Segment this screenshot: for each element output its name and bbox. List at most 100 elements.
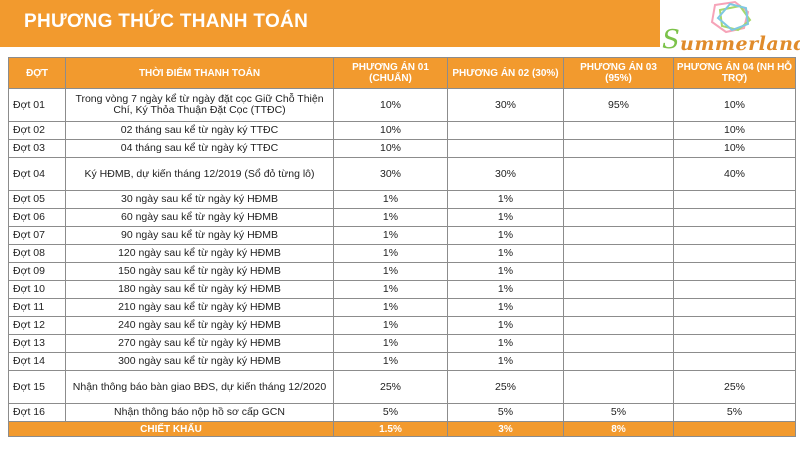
plan-04-cell: 10%: [673, 88, 796, 122]
discount-plan-02: 3%: [447, 421, 564, 437]
plan-04-cell: [673, 298, 796, 317]
svg-text:S: S: [662, 25, 680, 55]
discount-plan-01: 1.5%: [333, 421, 448, 437]
timing-cell: Nhận thông báo nộp hồ sơ cấp GCN: [65, 403, 334, 422]
plan-01-cell: 30%: [333, 157, 448, 191]
logo-text: ummerland: [680, 33, 800, 55]
timing-cell: Ký HĐMB, dự kiến tháng 12/2019 (Sổ đỏ từ…: [65, 157, 334, 191]
timing-cell: 210 ngày sau kể từ ngày ký HĐMB: [65, 298, 334, 317]
installment-cell: Đợt 13: [8, 334, 66, 353]
timing-cell: Trong vòng 7 ngày kể từ ngày đặt cọc Giữ…: [65, 88, 334, 122]
page-title: PHƯƠNG THỨC THANH TOÁN: [24, 11, 309, 32]
plan-02-cell: 1%: [447, 244, 564, 263]
plan-03-cell: [563, 157, 674, 191]
col-header-plan-02: PHƯƠNG ÁN 02 (30%): [447, 57, 564, 89]
plan-03-cell: [563, 334, 674, 353]
plan-03-cell: [563, 121, 674, 140]
installment-cell: Đợt 11: [8, 298, 66, 317]
timing-cell: 180 ngày sau kể từ ngày ký HĐMB: [65, 280, 334, 299]
table-row: Đợt 11 210 ngày sau kể từ ngày ký HĐMB 1% 1…: [8, 298, 796, 317]
plan-01-cell: 1%: [333, 334, 448, 353]
plan-04-cell: 25%: [673, 370, 796, 404]
plan-04-cell: 10%: [673, 139, 796, 158]
plan-01-cell: 10%: [333, 88, 448, 122]
plan-01-cell: 1%: [333, 208, 448, 227]
table-header-row: ĐỢT THỜI ĐIỂM THANH TOÁN PHƯƠNG ÁN 01 (C…: [8, 57, 796, 89]
plan-04-cell: [673, 208, 796, 227]
timing-cell: 04 tháng sau kể từ ngày ký TTĐC: [65, 139, 334, 158]
table-row: Đợt 08 120 ngày sau kể từ ngày ký HĐMB 1% 1…: [8, 244, 796, 263]
plan-01-cell: 1%: [333, 316, 448, 335]
table-row: Đợt 14 300 ngày sau kể từ ngày ký HĐMB 1% 1…: [8, 352, 796, 371]
plan-04-cell: [673, 190, 796, 209]
plan-01-cell: 1%: [333, 226, 448, 245]
timing-cell: 300 ngày sau kể từ ngày ký HĐMB: [65, 352, 334, 371]
plan-03-cell: [563, 352, 674, 371]
plan-01-cell: 1%: [333, 352, 448, 371]
plan-03-cell: [563, 226, 674, 245]
installment-cell: Đợt 05: [8, 190, 66, 209]
logo-mark-icon: S: [662, 0, 752, 55]
installment-cell: Đợt 02: [8, 121, 66, 140]
installment-cell: Đợt 06: [8, 208, 66, 227]
plan-04-cell: [673, 334, 796, 353]
plan-04-cell: 10%: [673, 121, 796, 140]
plan-03-cell: 5%: [563, 403, 674, 422]
timing-cell: 270 ngày sau kể từ ngày ký HĐMB: [65, 334, 334, 353]
discount-plan-04: [673, 421, 796, 437]
timing-cell: 240 ngày sau kể từ ngày ký HĐMB: [65, 316, 334, 335]
plan-04-cell: [673, 352, 796, 371]
plan-02-cell: 5%: [447, 403, 564, 422]
col-header-plan-03: PHƯƠNG ÁN 03 (95%): [563, 57, 674, 89]
plan-02-cell: 30%: [447, 88, 564, 122]
plan-02-cell: [447, 121, 564, 140]
title-bar: PHƯƠNG THỨC THANH TOÁN: [0, 0, 660, 47]
plan-02-cell: 1%: [447, 298, 564, 317]
table-row: Đợt 15 Nhận thông báo bàn giao BĐS, dự ki…: [8, 370, 796, 404]
installment-cell: Đợt 08: [8, 244, 66, 263]
installment-cell: Đợt 09: [8, 262, 66, 281]
plan-01-cell: 10%: [333, 139, 448, 158]
plan-03-cell: [563, 208, 674, 227]
plan-04-cell: [673, 316, 796, 335]
table-row: Đợt 10 180 ngày sau kể từ ngày ký HĐMB 1% 1…: [8, 280, 796, 299]
plan-01-cell: 1%: [333, 262, 448, 281]
plan-04-cell: [673, 280, 796, 299]
plan-03-cell: [563, 190, 674, 209]
plan-03-cell: [563, 262, 674, 281]
installment-cell: Đợt 14: [8, 352, 66, 371]
plan-03-cell: [563, 139, 674, 158]
discount-row: CHIẾT KHẤU 1.5% 3% 8%: [8, 421, 796, 437]
col-header-time: THỜI ĐIỂM THANH TOÁN: [65, 57, 334, 89]
summerland-logo: S ummerland: [660, 0, 800, 60]
col-header-plan-04: PHƯƠNG ÁN 04 (NH HỖ TRỢ): [673, 57, 796, 89]
plan-02-cell: 1%: [447, 208, 564, 227]
plan-03-cell: [563, 244, 674, 263]
plan-02-cell: 1%: [447, 352, 564, 371]
plan-03-cell: [563, 316, 674, 335]
discount-plan-03: 8%: [563, 421, 674, 437]
discount-label: CHIẾT KHẤU: [8, 421, 334, 437]
installment-cell: Đợt 01: [8, 88, 66, 122]
installment-cell: Đợt 16: [8, 403, 66, 422]
plan-04-cell: [673, 226, 796, 245]
table-row: Đợt 04 Ký HĐMB, dự kiến tháng 12/2019 (Sổ…: [8, 157, 796, 191]
table-row: Đợt 03 04 tháng sau kể từ ngày ký TTĐC 10%…: [8, 139, 796, 158]
col-header-plan-01: PHƯƠNG ÁN 01 (CHUẨN): [333, 57, 448, 89]
timing-cell: 150 ngày sau kể từ ngày ký HĐMB: [65, 262, 334, 281]
plan-01-cell: 1%: [333, 244, 448, 263]
installment-cell: Đợt 04: [8, 157, 66, 191]
table-row: Đợt 01 Trong vòng 7 ngày kể từ ngày đặt c…: [8, 88, 796, 122]
table-row: Đợt 12 240 ngày sau kể từ ngày ký HĐMB 1% 1…: [8, 316, 796, 335]
timing-cell: 60 ngày sau kể từ ngày ký HĐMB: [65, 208, 334, 227]
plan-04-cell: 5%: [673, 403, 796, 422]
plan-02-cell: 25%: [447, 370, 564, 404]
installment-cell: Đợt 07: [8, 226, 66, 245]
timing-cell: 120 ngày sau kể từ ngày ký HĐMB: [65, 244, 334, 263]
plan-03-cell: [563, 280, 674, 299]
plan-03-cell: [563, 298, 674, 317]
table-row: Đợt 09 150 ngày sau kể từ ngày ký HĐMB 1% 1…: [8, 262, 796, 281]
table-row: Đợt 16 Nhận thông báo nộp hồ sơ cấp GCN 5%…: [8, 403, 796, 422]
payment-table: ĐỢT THỜI ĐIỂM THANH TOÁN PHƯƠNG ÁN 01 (C…: [8, 57, 796, 437]
plan-01-cell: 1%: [333, 190, 448, 209]
